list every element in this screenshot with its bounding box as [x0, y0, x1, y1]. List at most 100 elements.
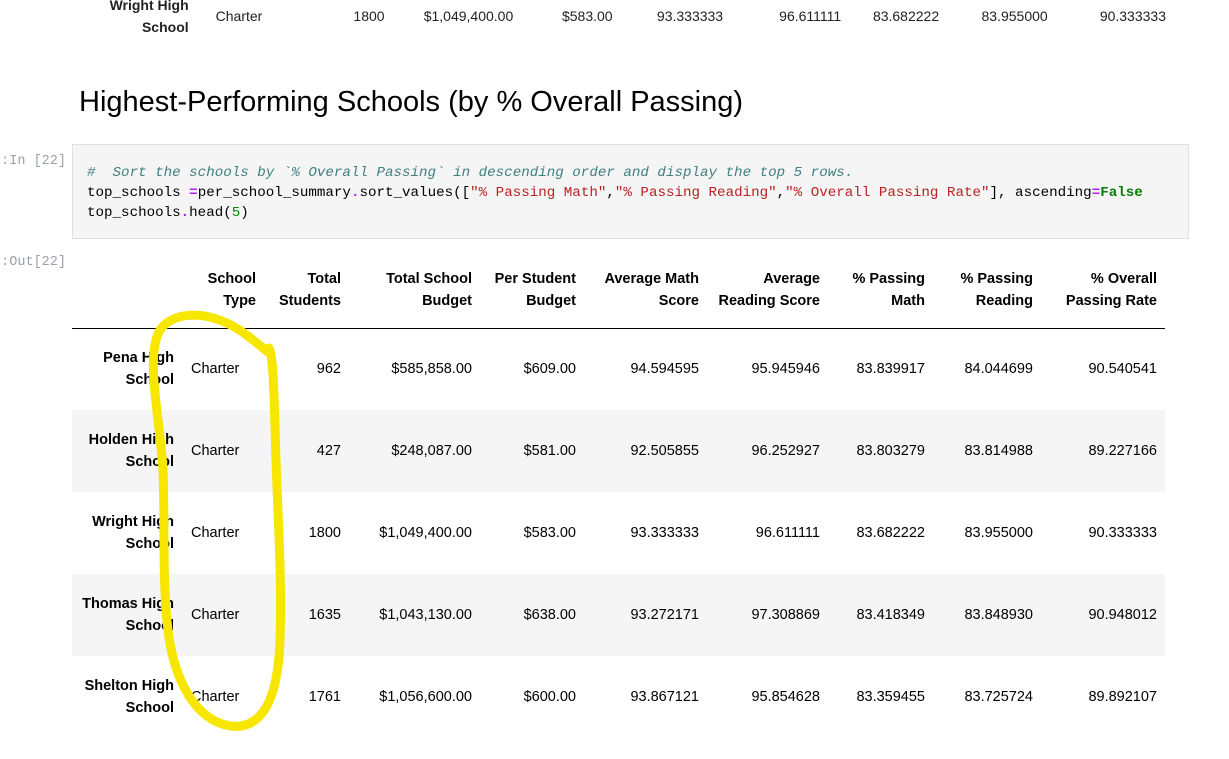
column-header: Per Student Budget — [480, 252, 584, 329]
code-token: head( — [189, 205, 232, 221]
cell-pass-math: 83.682222 — [856, 525, 925, 541]
cell-overall-rate: 89.227166 — [1088, 443, 1157, 459]
cell-avg-reading: 96.252927 — [751, 443, 820, 459]
previous-table-row: Wright High School Charter 1800 $1,049,4… — [72, 0, 1166, 36]
code-operator: = — [189, 185, 198, 201]
table-row: Holden High School Charter 427 $248,087.… — [72, 410, 1165, 492]
cell-total-budget: $1,043,130.00 — [379, 607, 472, 623]
cell-per-student-budget: $581.00 — [523, 443, 576, 459]
column-header: Total Students — [264, 252, 349, 329]
row-index-school: Holden High School — [88, 432, 174, 470]
prev-row-name-line1: Wright High — [109, 0, 189, 13]
prev-row-name-line2: School — [141, 19, 189, 35]
prev-row-per-student: $583.00 — [561, 8, 613, 24]
code-string: "% Overall Passing Rate" — [785, 185, 990, 201]
cell-pass-reading: 84.044699 — [964, 361, 1033, 378]
row-index-school: Pena High School — [103, 350, 174, 389]
code-token: , — [776, 185, 786, 201]
cell-per-student-budget: $609.00 — [523, 361, 576, 378]
cell-total-students: 962 — [316, 361, 341, 378]
row-index-school: Thomas High School — [82, 596, 174, 634]
cell-school-type: Charter — [191, 525, 240, 541]
prev-row-school-name: Wright High School — [72, 0, 189, 38]
cell-total-budget: $585,858.00 — [391, 361, 472, 378]
column-header: Average Reading Score — [707, 252, 828, 329]
cell-avg-reading: 96.611111 — [755, 525, 820, 541]
cell-total-students: 1761 — [308, 689, 341, 705]
prev-row-pass-math: 83.682222 — [872, 8, 940, 24]
code-string: "% Passing Reading" — [614, 185, 777, 201]
prev-row-students: 1800 — [353, 8, 385, 24]
code-operator: = — [1091, 185, 1101, 201]
cell-school-type: Charter — [191, 607, 240, 623]
cell-avg-reading: 97.308869 — [751, 607, 820, 623]
column-header: Average Math Score — [584, 252, 707, 329]
table-row: Thomas High School Charter 1635 $1,043,1… — [72, 574, 1165, 656]
cell-total-budget: $248,087.00 — [391, 443, 472, 459]
table-row: Shelton High School Charter 1761 $1,056,… — [72, 656, 1165, 738]
section-heading: Highest-Performing Schools (by % Overall… — [79, 86, 744, 118]
row-index-school: Shelton High School — [84, 678, 174, 716]
prev-row-budget: $1,049,400.00 — [423, 8, 514, 24]
table-header-row: School Type Total Students Total School … — [72, 252, 1165, 329]
column-header: School Type — [182, 252, 264, 329]
input-prompt: In [22]: — [1, 154, 66, 169]
index-header — [72, 252, 182, 329]
column-header: Total School Budget — [349, 252, 480, 329]
column-header: % Overall Passing Rate — [1041, 252, 1165, 329]
cell-total-students: 1635 — [308, 607, 341, 623]
cell-school-type: Charter — [191, 361, 240, 378]
cell-total-budget: $1,049,400.00 — [379, 525, 472, 541]
cell-total-students: 1800 — [308, 525, 341, 541]
cell-pass-math: 83.803279 — [856, 443, 925, 459]
cell-pass-math: 83.359455 — [856, 689, 925, 705]
code-token: top_schools — [87, 205, 181, 221]
cell-pass-reading: 83.848930 — [964, 607, 1033, 623]
cell-per-student-budget: $600.00 — [523, 689, 576, 705]
prev-row-math: 93.333333 — [656, 8, 724, 24]
cell-pass-reading: 83.814988 — [964, 443, 1033, 459]
cell-avg-math: 94.594595 — [630, 361, 699, 378]
cell-overall-rate: 90.540541 — [1088, 361, 1157, 378]
cell-pass-math: 83.418349 — [856, 607, 925, 623]
cell-school-type: Charter — [191, 689, 240, 705]
output-prompt: Out[22]: — [1, 255, 66, 270]
prev-row-type: Charter — [215, 8, 263, 24]
column-header: % Passing Reading — [933, 252, 1041, 329]
prev-row-overall: 90.333333 — [1099, 8, 1166, 24]
cell-avg-reading: 95.945946 — [751, 361, 820, 378]
prev-row-reading: 96.611111 — [779, 8, 842, 24]
code-comment: # Sort the schools by `% Overall Passing… — [87, 165, 854, 181]
code-string: "% Passing Math" — [470, 185, 607, 201]
code-token: top_schools — [87, 185, 190, 201]
cell-overall-rate: 89.892107 — [1088, 689, 1157, 705]
cell-overall-rate: 90.333333 — [1088, 525, 1157, 541]
code-operator: . — [350, 185, 360, 201]
column-header: % Passing Math — [828, 252, 933, 329]
code-token: , — [606, 185, 615, 201]
code-token: per_school_summary — [197, 185, 351, 201]
code-token: ) — [240, 205, 249, 221]
cell-pass-reading: 83.955000 — [964, 525, 1033, 541]
code-keyword: False — [1100, 185, 1143, 201]
cell-pass-math: 83.839917 — [856, 361, 925, 378]
cell-total-budget: $1,056,600.00 — [379, 689, 472, 705]
cell-per-student-budget: $583.00 — [523, 525, 576, 541]
cell-avg-math: 92.505855 — [630, 443, 699, 459]
code-cell[interactable]: # Sort the schools by `% Overall Passing… — [72, 144, 1189, 239]
cell-per-student-budget: $638.00 — [523, 607, 576, 623]
cell-avg-reading: 95.854628 — [751, 689, 820, 705]
prev-row-pass-reading: 83.955000 — [981, 8, 1048, 24]
code-editor[interactable]: # Sort the schools by `% Overall Passing… — [87, 163, 1143, 223]
cell-avg-math: 93.867121 — [630, 689, 699, 705]
cell-avg-math: 93.272171 — [630, 607, 699, 623]
table-row: Wright High School Charter 1800 $1,049,4… — [72, 492, 1165, 574]
cell-pass-reading: 83.725724 — [964, 689, 1033, 705]
cell-overall-rate: 90.948012 — [1088, 607, 1157, 623]
row-index-school: Wright High School — [92, 514, 174, 552]
output-dataframe: School Type Total Students Total School … — [72, 252, 1165, 738]
code-number: 5 — [231, 205, 241, 221]
cell-school-type: Charter — [191, 443, 240, 459]
cell-total-students: 427 — [316, 443, 341, 459]
table-row: Pena High School Charter 962 $585,858.00… — [72, 328, 1165, 410]
